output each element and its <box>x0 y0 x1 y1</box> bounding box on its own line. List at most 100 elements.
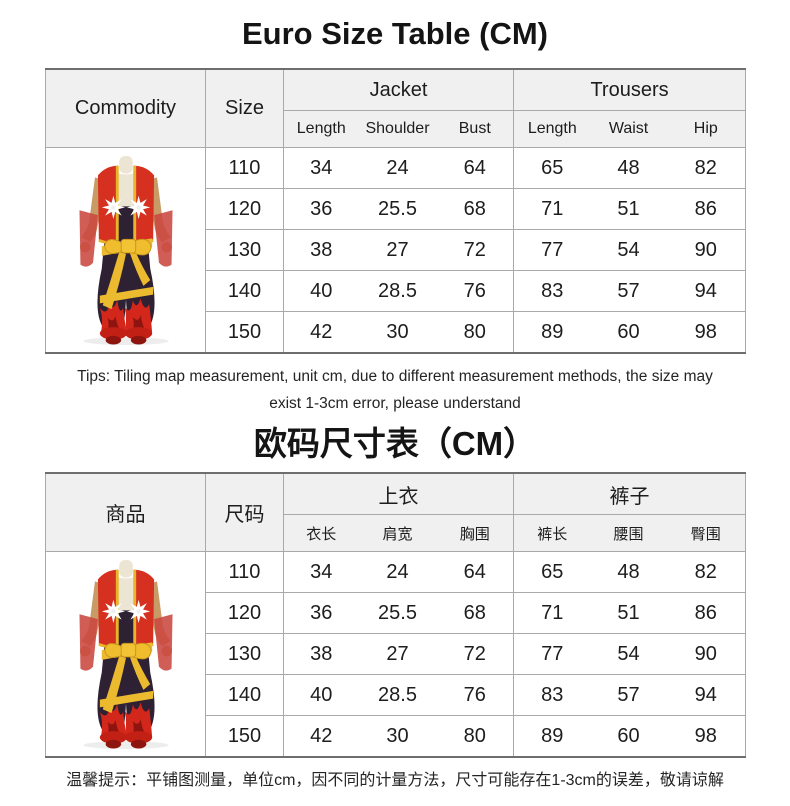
jacket-shoulder-value: 30 <box>358 715 437 757</box>
trousers-waist-value: 51 <box>590 188 667 230</box>
jacket-length-header: 衣长 <box>283 514 359 552</box>
trousers-hip-value: 86 <box>666 592 746 634</box>
size-value: 120 <box>205 188 284 230</box>
trousers-hip-value: 90 <box>666 633 746 675</box>
commodity-image-cell <box>45 147 206 354</box>
size-value: 130 <box>205 633 284 675</box>
trousers-length-value: 83 <box>513 674 591 716</box>
page-title-en: Euro Size Table (CM) <box>241 16 548 51</box>
table-row: 140 40 28.5 76 83 57 94 <box>46 674 746 716</box>
tips-text-zh: 温馨提示：平铺图测量，单位cm，因不同的计量方法，尺寸可能存在1-3cm的误差，… <box>66 772 724 789</box>
jacket-shoulder-value: 30 <box>358 311 437 353</box>
trousers-length-value: 89 <box>513 715 591 757</box>
jacket-bust-value: 64 <box>436 551 515 593</box>
jacket-length-value: 36 <box>283 592 359 634</box>
jacket-bust-value: 80 <box>436 715 515 757</box>
jacket-shoulder-value: 28.5 <box>358 674 437 716</box>
trousers-hip-value: 94 <box>666 674 746 716</box>
jacket-length-value: 40 <box>283 674 359 716</box>
jacket-bust-header: 胸围 <box>436 514 515 552</box>
jacket-bust-value: 68 <box>436 188 515 230</box>
size-table-en: Commodity Size Jacket Trousers Length Sh… <box>45 68 747 354</box>
jacket-shoulder-value: 27 <box>358 633 437 675</box>
trousers-hip-value: 94 <box>666 270 746 312</box>
trousers-hip-value: 82 <box>666 147 746 189</box>
header-sub-row: 衣长 肩宽 胸围 裤长 腰围 臀围 <box>46 514 746 552</box>
jacket-shoulder-value: 24 <box>358 551 437 593</box>
trousers-waist-value: 51 <box>590 592 667 634</box>
trousers-waist-value: 48 <box>590 147 667 189</box>
jacket-bust-header: Bust <box>436 110 515 148</box>
jacket-shoulder-header: Shoulder <box>358 110 437 148</box>
table-row: 110 34 24 64 65 48 82 <box>45 147 746 354</box>
trousers-length-header: Length <box>513 110 591 148</box>
size-value: 130 <box>205 229 284 271</box>
jacket-length-value: 36 <box>283 188 359 230</box>
trousers-waist-value: 54 <box>590 633 667 675</box>
tips-line-1: Tips: Tiling map measurement, unit cm, d… <box>77 368 713 385</box>
tips-line-2: exist 1-3cm error, please understand <box>269 395 521 412</box>
jacket-bust-value: 68 <box>436 592 515 634</box>
trousers-hip-value: 86 <box>666 188 746 230</box>
jacket-length-value: 34 <box>283 147 359 189</box>
table-row: 110 34 24 64 65 48 82 <box>45 551 746 758</box>
jacket-bust-value: 72 <box>436 229 515 271</box>
jacket-bust-value: 64 <box>436 147 515 189</box>
table-row: 130 38 27 72 77 54 90 <box>46 633 746 675</box>
jacket-shoulder-value: 25.5 <box>358 592 437 634</box>
header-sub-row: Length Shoulder Bust Length Waist Hip <box>46 110 746 148</box>
trousers-length-value: 89 <box>513 311 591 353</box>
trousers-length-header: 裤长 <box>513 514 591 552</box>
size-header: Size <box>205 69 284 148</box>
jacket-shoulder-value: 24 <box>358 147 437 189</box>
table-row: 120 36 25.5 68 71 51 86 <box>46 592 746 634</box>
commodity-image-cell <box>45 551 206 758</box>
size-chart-page: Euro Size Table (CM) Commodity Size Jack… <box>0 14 790 792</box>
jacket-length-value: 38 <box>283 633 359 675</box>
size-value: 110 <box>205 147 284 189</box>
trousers-hip-header: Hip <box>666 110 746 148</box>
costume-product-image <box>63 153 189 349</box>
tips-text-en: Tips: Tiling map measurement, unit cm, d… <box>45 363 745 417</box>
jacket-length-value: 38 <box>283 229 359 271</box>
jacket-shoulder-header: 肩宽 <box>358 514 437 552</box>
jacket-group-header: 上衣 <box>283 473 515 515</box>
size-value: 140 <box>205 270 284 312</box>
jacket-bust-value: 80 <box>436 311 515 353</box>
jacket-length-value: 42 <box>283 715 359 757</box>
trousers-length-value: 65 <box>513 551 591 593</box>
trousers-waist-value: 57 <box>590 674 667 716</box>
trousers-hip-value: 90 <box>666 229 746 271</box>
size-value: 110 <box>205 551 284 593</box>
size-value: 150 <box>205 311 284 353</box>
trousers-waist-value: 57 <box>590 270 667 312</box>
trousers-waist-value: 54 <box>590 229 667 271</box>
trousers-length-value: 71 <box>513 592 591 634</box>
header-group-row: 商品 尺码 上衣 裤子 <box>45 473 746 552</box>
trousers-group-header: 裤子 <box>513 473 746 515</box>
jacket-bust-value: 76 <box>436 674 515 716</box>
table-row: 150 42 30 80 89 60 98 <box>46 715 746 757</box>
size-value: 120 <box>205 592 284 634</box>
trousers-hip-value: 82 <box>666 551 746 593</box>
trousers-waist-header: Waist <box>590 110 667 148</box>
trousers-waist-header: 腰围 <box>590 514 667 552</box>
trousers-hip-header: 臀围 <box>666 514 746 552</box>
size-value: 150 <box>205 715 284 757</box>
trousers-length-value: 77 <box>513 633 591 675</box>
jacket-length-value: 34 <box>283 551 359 593</box>
table-row: 140 40 28.5 76 83 57 94 <box>46 270 746 312</box>
trousers-waist-value: 60 <box>590 715 667 757</box>
trousers-hip-value: 98 <box>666 311 746 353</box>
trousers-group-header: Trousers <box>513 69 746 111</box>
table-row: 130 38 27 72 77 54 90 <box>46 229 746 271</box>
commodity-header: Commodity <box>45 69 206 148</box>
jacket-group-header: Jacket <box>283 69 515 111</box>
jacket-shoulder-value: 25.5 <box>358 188 437 230</box>
jacket-length-value: 40 <box>283 270 359 312</box>
trousers-waist-value: 48 <box>590 551 667 593</box>
jacket-shoulder-value: 27 <box>358 229 437 271</box>
page-title-zh: 欧码尺寸表（CM） <box>253 425 537 462</box>
jacket-length-header: Length <box>283 110 359 148</box>
trousers-waist-value: 60 <box>590 311 667 353</box>
